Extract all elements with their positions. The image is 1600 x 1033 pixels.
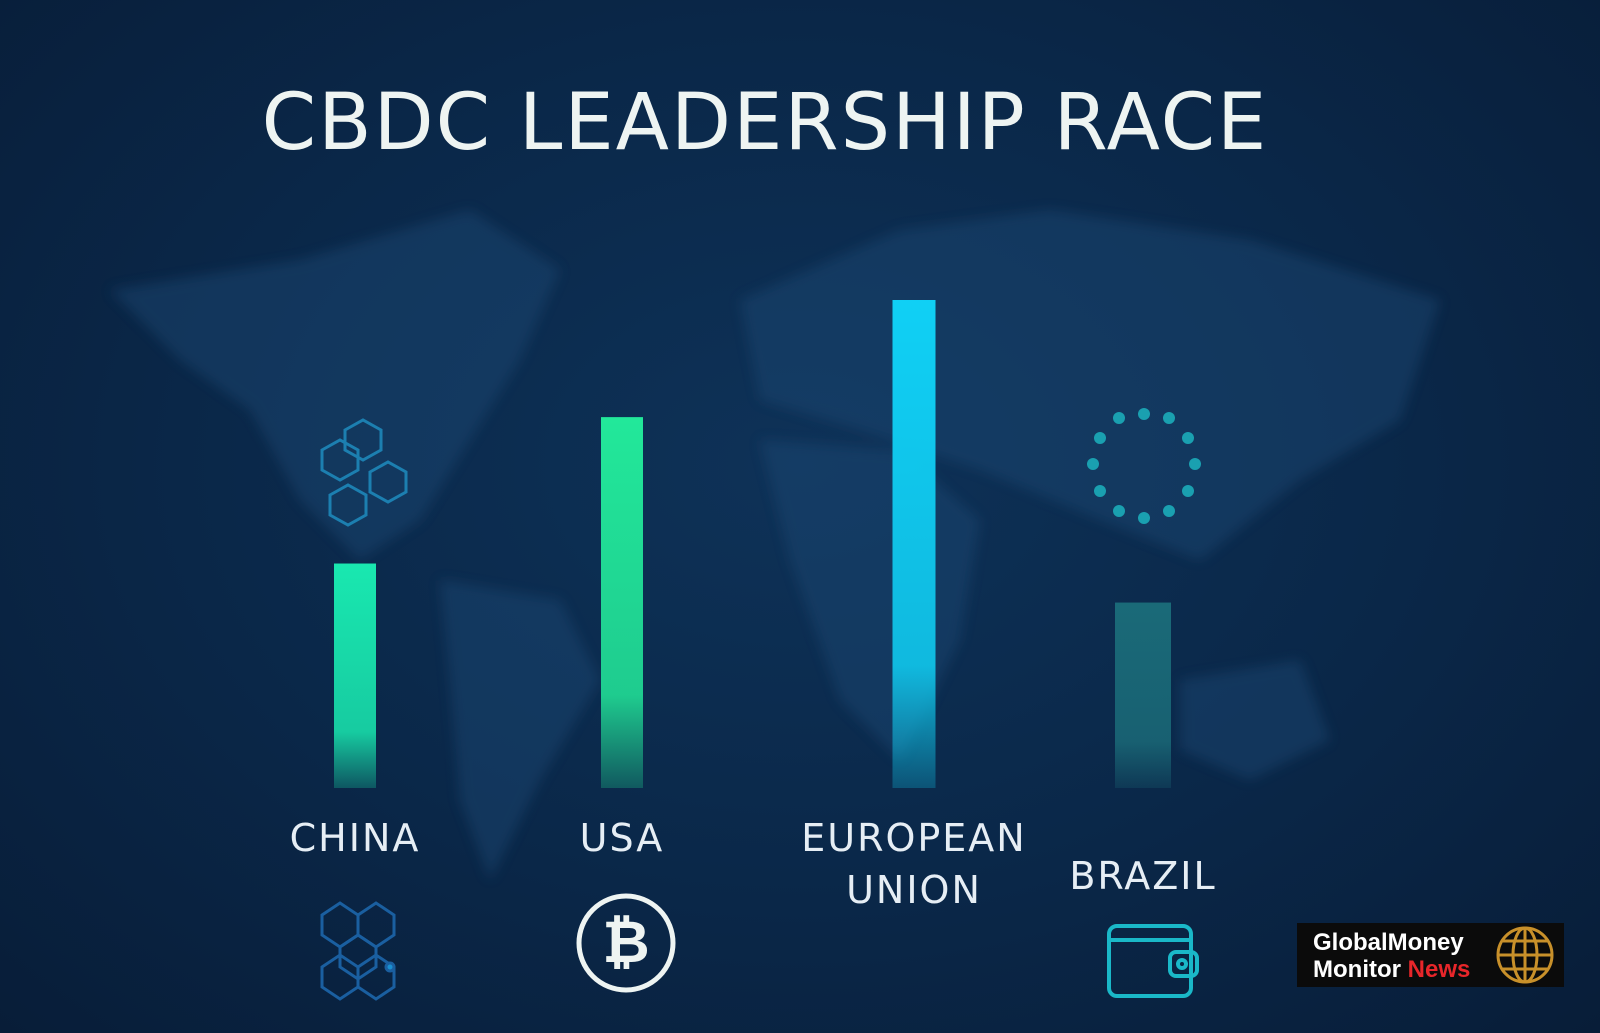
- bar: [1115, 602, 1171, 788]
- chart-title: CBDC LEADERSHIP RACE: [261, 78, 1269, 168]
- svg-text:₿: ₿: [602, 908, 649, 976]
- brand-logo: GlobalMoney Monitor News: [1297, 923, 1564, 987]
- bar: [892, 300, 936, 788]
- globe-icon: [1496, 926, 1554, 984]
- blockchain-icon: [320, 418, 408, 527]
- category-label: EUROPEAN UNION: [801, 816, 1027, 912]
- category-label: CHINA: [289, 816, 421, 860]
- world-map: [110, 210, 1440, 880]
- bar: [334, 563, 376, 788]
- eu-stars: [1087, 408, 1201, 524]
- category-label: BRAZIL: [1069, 854, 1217, 898]
- brand-accent: News: [1407, 956, 1471, 983]
- brand-line: GlobalMoney: [1313, 929, 1464, 956]
- wallet-icon: [1107, 924, 1199, 998]
- bar: [601, 417, 643, 788]
- brand-text: Monitor: [1313, 956, 1401, 983]
- bitcoin-icon: ₿: [576, 893, 676, 993]
- brand-line: Monitor News: [1313, 956, 1564, 983]
- category-label: USA: [579, 816, 665, 860]
- china-icon: [320, 901, 396, 1001]
